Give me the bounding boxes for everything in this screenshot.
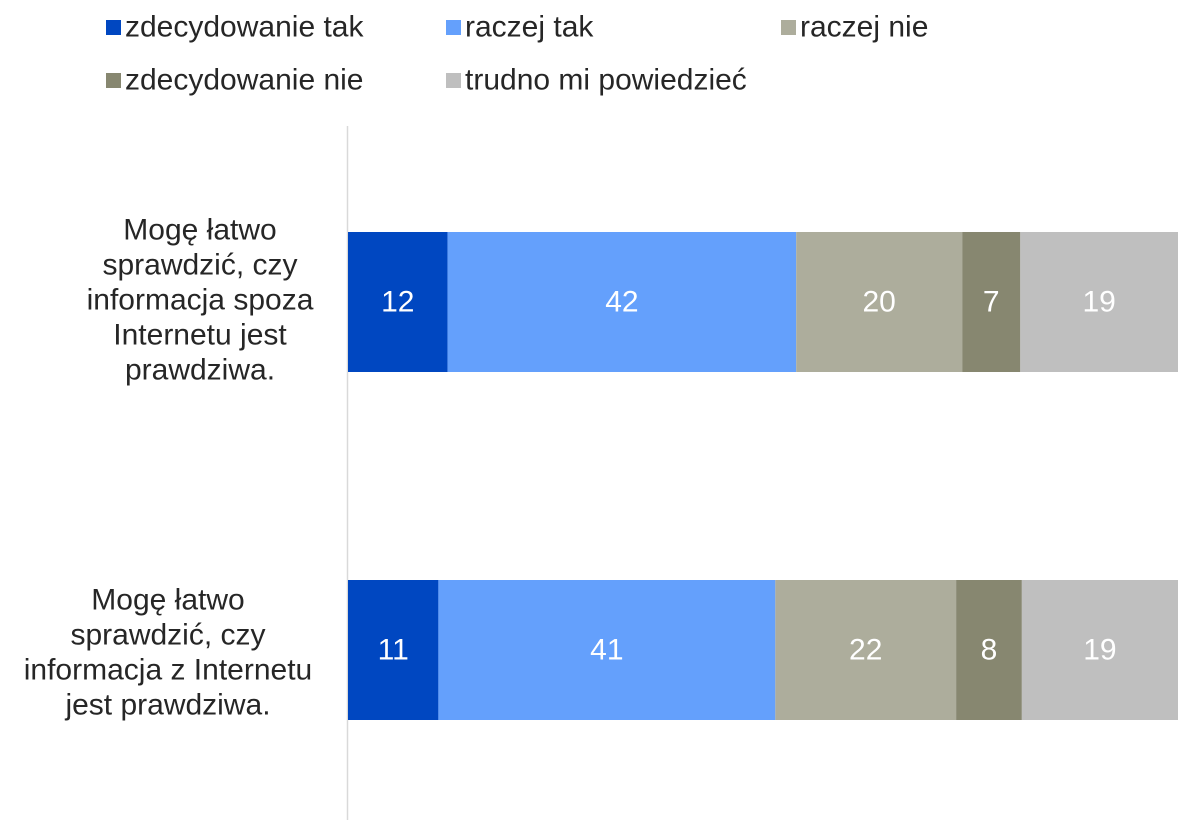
bar-segment: 12 — [348, 232, 448, 372]
bar-rect — [956, 580, 1022, 720]
bar-rect — [1020, 232, 1178, 372]
legend-swatch — [106, 20, 121, 35]
data-label: 19 — [1083, 634, 1116, 667]
bar-rect — [438, 580, 776, 720]
category-label-line: informacja spoza — [87, 284, 314, 317]
data-label: 22 — [849, 634, 882, 667]
category-label: Mogę łatwo sprawdzić, czy informacja z Int… — [24, 584, 312, 722]
bar-segment: 20 — [796, 232, 963, 372]
category-labels: Mogę łatwo sprawdzić, czy informacja spoza… — [24, 214, 314, 722]
legend-swatch — [446, 20, 461, 35]
category-label: Mogę łatwo sprawdzić, czy informacja spoza… — [87, 214, 314, 387]
bar-rect — [1021, 580, 1178, 720]
bar-rect — [962, 232, 1021, 372]
legend-label: raczej nie — [800, 11, 928, 44]
data-label: 8 — [981, 634, 998, 667]
legend-item: zdecydowanie tak — [106, 11, 364, 44]
legend-label: zdecydowanie nie — [125, 64, 364, 97]
bar-segment: 42 — [447, 232, 797, 372]
category-label-line: Internetu jest — [113, 319, 287, 352]
data-label: 19 — [1082, 286, 1115, 319]
legend-item: raczej nie — [781, 11, 928, 44]
data-label: 20 — [863, 286, 896, 319]
bar-segment: 7 — [962, 232, 1021, 372]
bar-rect — [348, 580, 439, 720]
bar-segment: 11 — [348, 580, 439, 720]
data-label: 12 — [381, 286, 414, 319]
bar-segment: 19 — [1020, 232, 1178, 372]
bar-segment: 41 — [438, 580, 776, 720]
category-label-line: prawdziwa. — [125, 354, 275, 387]
legend-item: zdecydowanie nie — [106, 64, 364, 97]
legend-item: trudno mi powiedzieć — [446, 64, 747, 97]
legend-label: zdecydowanie tak — [125, 11, 364, 44]
legend-item: raczej tak — [446, 11, 594, 44]
category-label-line: Mogę łatwo — [91, 584, 244, 617]
data-label: 11 — [378, 634, 409, 667]
data-label: 41 — [590, 634, 623, 667]
bar-segment: 19 — [1021, 580, 1178, 720]
legend-swatch — [446, 73, 461, 88]
data-label: 7 — [983, 286, 1000, 319]
category-label-line: sprawdzić, czy — [102, 249, 297, 282]
bar-segment: 22 — [775, 580, 957, 720]
bar-rect — [447, 232, 797, 372]
data-label: 42 — [605, 286, 638, 319]
bars: 12 42 20 7 19 11 41 22 8 19 — [348, 232, 1178, 720]
bar-rect — [348, 232, 448, 372]
legend-swatch — [106, 73, 121, 88]
legend-swatch — [781, 20, 796, 35]
legend-label: raczej tak — [465, 11, 594, 44]
legend: zdecydowanie tak raczej tak raczej nie zdec… — [106, 11, 928, 97]
category-label-line: jest prawdziwa. — [64, 689, 270, 722]
legend-label: trudno mi powiedzieć — [465, 64, 747, 97]
bar-rect — [775, 580, 957, 720]
category-label-line: Mogę łatwo — [123, 214, 276, 247]
category-label-line: informacja z Internetu — [24, 654, 312, 687]
category-label-line: sprawdzić, czy — [70, 619, 265, 652]
bar-rect — [796, 232, 963, 372]
bar-segment: 8 — [956, 580, 1022, 720]
